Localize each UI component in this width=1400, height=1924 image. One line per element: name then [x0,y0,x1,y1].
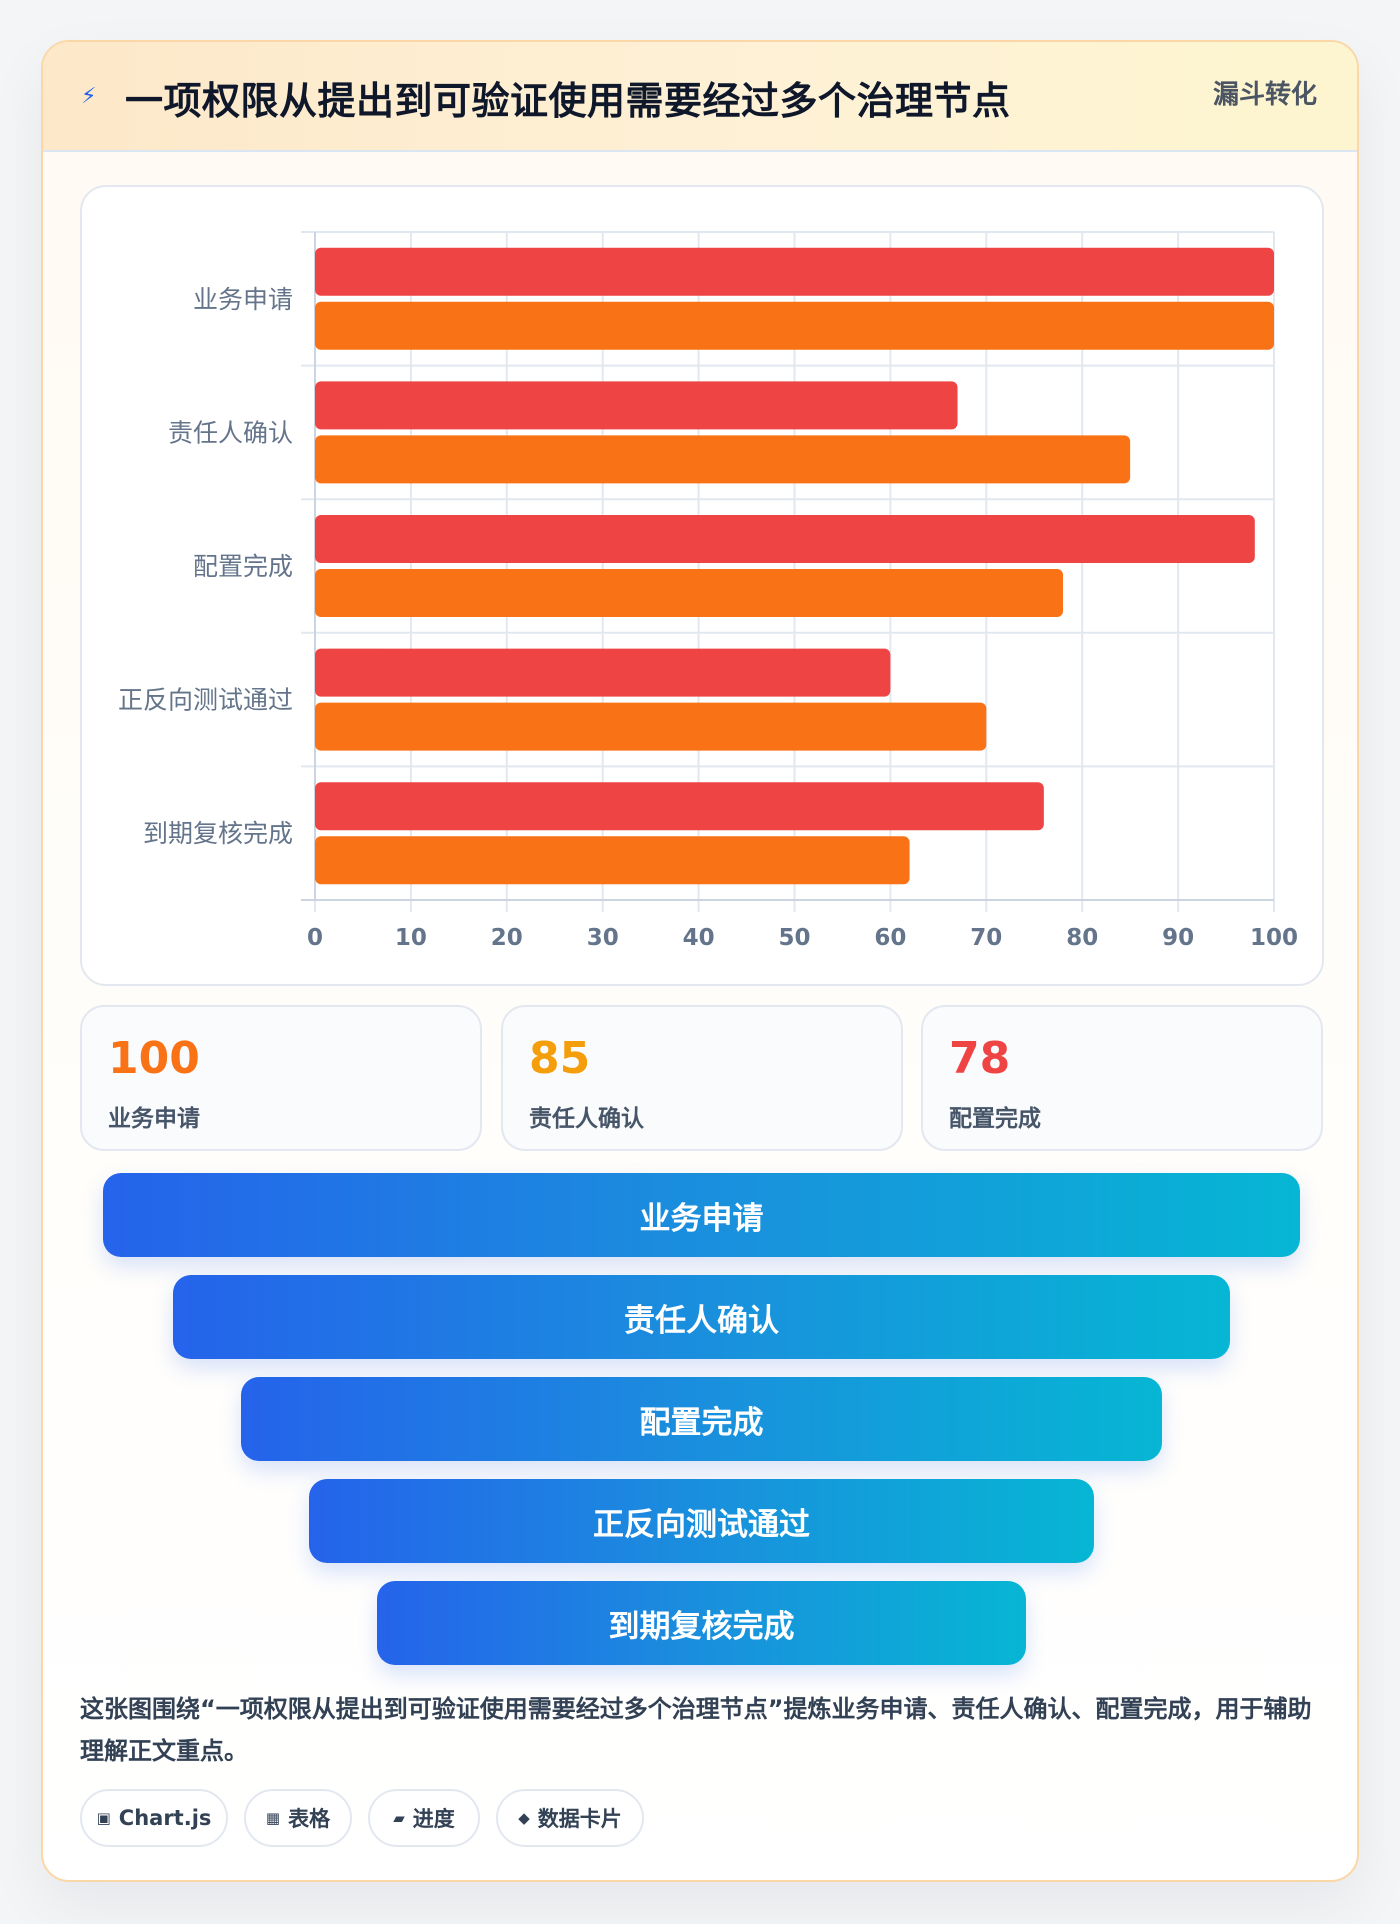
x-tick-label: 0 [307,925,323,951]
funnel-stage-label: 正反向测试通过 [593,1506,810,1543]
chip-label: Chart.js [118,1806,212,1830]
infographic-card: ⚡ 一项权限从提出到可验证使用需要经过多个治理节点 漏斗转化 业务申请 责任人确认… [41,40,1359,1882]
x-tick-label: 60 [874,925,906,951]
funnel-stage-3: 配置完成 [241,1377,1162,1461]
x-tick-label: 30 [587,925,619,951]
stat-card-1: 100 业务申请 [80,1005,482,1151]
card-header: ⚡ 一项权限从提出到可验证使用需要经过多个治理节点 漏斗转化 [43,42,1357,152]
funnel-stage-label: 配置完成 [639,1404,764,1441]
progress-icon: ▰ [393,1809,405,1827]
x-tick-label: 80 [1066,925,1098,951]
table-icon: ▦ [265,1809,281,1827]
chip-label: 数据卡片 [537,1807,622,1831]
bar [315,381,958,430]
stat-card-2: 85 责任人确认 [501,1005,903,1151]
stat-card-3: 78 配置完成 [921,1005,1323,1151]
stat-value: 85 [529,1033,591,1084]
y-tick-label: 责任人确认 [168,418,293,447]
chip-label: 表格 [288,1807,331,1831]
bar [315,648,891,697]
funnel-stage-label: 业务申请 [639,1200,764,1237]
bar [315,515,1255,563]
chip-progress[interactable]: ▰ 进度 [368,1789,480,1847]
funnel-stage-2: 责任人确认 [173,1275,1230,1359]
bar [315,782,1044,831]
stat-label: 责任人确认 [529,1106,644,1132]
y-tick-label: 业务申请 [193,285,293,314]
x-tick-label: 40 [683,925,715,951]
y-tick-label: 正反向测试通过 [118,686,293,715]
lightning-icon: ⚡ [81,84,97,109]
x-tick-label: 100 [1250,925,1298,951]
y-tick-label: 配置完成 [193,552,293,581]
funnel-stage-5: 到期复核完成 [377,1581,1026,1665]
chip-data-card[interactable]: ◆ 数据卡片 [496,1789,644,1847]
chart-description: 这张图围绕“一项权限从提出到可验证使用需要经过多个治理节点”提炼业务申请、责任人… [80,1695,1312,1765]
bar [315,836,910,885]
bar [315,435,1131,484]
x-tick-label: 90 [1162,925,1194,951]
chart-icon: ▣ [96,1809,111,1827]
data-card-icon: ◆ [518,1809,530,1827]
x-tick-label: 10 [395,925,427,951]
y-tick-label: 到期复核完成 [143,819,293,848]
bar-chart-panel: 业务申请责任人确认配置完成正反向测试通过到期复核完成 0 10 20 30 40 50 60 7… [80,185,1324,986]
stat-value: 100 [108,1033,200,1084]
bar [315,247,1274,296]
bar [315,301,1274,350]
chart-kind-tag: 漏斗转化 [1212,80,1317,110]
page-title: 一项权限从提出到可验证使用需要经过多个治理节点 [125,79,1011,123]
x-tick-label: 70 [970,925,1002,951]
funnel-stage-4: 正反向测试通过 [309,1479,1094,1563]
stat-label: 业务申请 [108,1106,200,1132]
chip-table[interactable]: ▦ 表格 [244,1789,352,1847]
stat-label: 配置完成 [949,1106,1041,1132]
x-tick-label: 20 [491,925,523,951]
stat-value: 78 [949,1033,1011,1084]
funnel-stage-label: 到期复核完成 [608,1608,795,1645]
x-tick-label: 50 [778,925,810,951]
funnel-stage-1: 业务申请 [103,1173,1300,1257]
funnel-stage-label: 责任人确认 [624,1302,779,1339]
bar [315,702,987,751]
chip-label: 进度 [412,1807,455,1831]
chip-chartjs[interactable]: ▣ Chart.js [80,1789,228,1847]
bar [315,569,1064,617]
